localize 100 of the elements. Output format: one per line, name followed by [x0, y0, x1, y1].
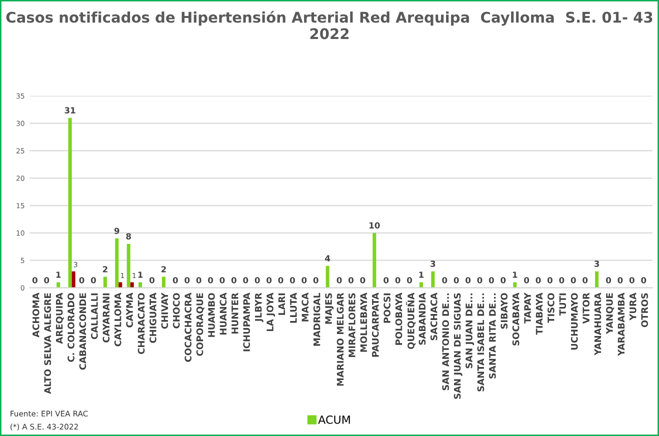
- x-tick-label: CHARACATO: [138, 293, 145, 354]
- bar: [595, 271, 599, 288]
- bar: [162, 276, 166, 288]
- x-tick-label: POCSI: [384, 293, 390, 323]
- x-tick-label: CHIGUATA: [150, 292, 156, 343]
- x-tick-label: CHOCO: [172, 293, 180, 328]
- bar: [72, 271, 76, 288]
- data-label: 0: [606, 277, 612, 284]
- x-tick-label: JLBYR: [255, 292, 264, 322]
- data-label: 3: [594, 260, 600, 267]
- x-tick-label: C. COLORADO: [68, 293, 74, 362]
- x-tick-label: YANQUE: [606, 293, 614, 334]
- x-tick-label: HUANCA: [220, 292, 227, 335]
- x-tick-label: HUNTER: [232, 292, 238, 334]
- data-label: 0: [442, 277, 448, 284]
- data-label: 31: [64, 107, 76, 114]
- data-label: 1: [419, 272, 424, 278]
- data-label: 0: [196, 277, 202, 284]
- data-label: 10: [370, 222, 380, 229]
- data-label: 0: [336, 277, 342, 284]
- data-label: 0: [629, 277, 634, 284]
- x-tick-label: YANAHUARA: [594, 292, 602, 356]
- x-tick-label: SOCABAYA: [512, 292, 520, 346]
- data-label: 0: [454, 277, 459, 284]
- x-tick-label: TISCO: [548, 293, 554, 323]
- x-tick-label: YURA: [630, 292, 636, 321]
- data-label: 2: [161, 266, 166, 272]
- bar: [103, 276, 107, 288]
- x-tick-label: SAN ANTONIO DE...: [442, 294, 450, 390]
- x-tick-label: MOLLEBAYA: [360, 292, 368, 352]
- x-tick-label: MAJES: [325, 293, 334, 324]
- data-label: 0: [149, 277, 154, 284]
- data-label: 0: [570, 277, 576, 284]
- data-label: 0: [524, 277, 530, 284]
- x-tick-label: QUEQUEÑA: [406, 292, 416, 350]
- x-tick-label: SABANDIA: [418, 292, 426, 345]
- data-label: 0: [407, 277, 412, 284]
- data-label: 0: [547, 277, 552, 284]
- data-label: 0: [641, 277, 646, 284]
- data-label: 0: [254, 277, 260, 284]
- x-tick-label: TIABAYA: [536, 292, 543, 335]
- x-tick-label: COPORAQUE: [196, 293, 204, 356]
- data-label: 0: [618, 277, 623, 284]
- data-label: 0: [290, 277, 295, 284]
- data-label: 0: [243, 277, 248, 284]
- data-label: 1: [56, 272, 61, 278]
- data-label: 0: [384, 277, 389, 284]
- x-tick-label: SIBAYO: [500, 293, 508, 329]
- bar: [126, 244, 130, 288]
- data-label: 1: [512, 272, 518, 278]
- legend-label: ACUM: [318, 415, 350, 424]
- x-tick-label: VITOR: [582, 292, 590, 324]
- data-label: 0: [488, 277, 494, 284]
- data-label: 0: [266, 277, 272, 284]
- x-tick-label: ALTO SELVA ALEGRE: [44, 293, 52, 394]
- x-tick-label: ACHOMA: [32, 292, 40, 338]
- x-tick-label: CAYLLOMA: [114, 292, 122, 346]
- x-tick-label: CAYARANI: [102, 293, 110, 342]
- x-tick-label: ICHUPAMPA: [243, 292, 250, 352]
- x-tick-label: LLUTA: [290, 292, 297, 323]
- data-label: 0: [278, 277, 284, 284]
- data-label: 0: [302, 277, 307, 284]
- data-label: 9: [114, 228, 120, 234]
- x-tick-label: CALLALLI: [91, 293, 98, 340]
- x-tick-label: PAUCARPATA: [372, 292, 379, 357]
- data-label: 0: [360, 277, 366, 284]
- x-tick-label: SAN JUAN DE...: [466, 294, 474, 368]
- x-tick-label: HUAMBO: [208, 293, 215, 337]
- x-tick-label: SACHACA: [430, 292, 438, 340]
- data-label: 0: [536, 277, 541, 284]
- data-label: 0: [90, 277, 96, 284]
- data-label: 0: [32, 277, 38, 284]
- x-tick-label: CHIVAY: [161, 292, 168, 329]
- x-tick-label: POLOBAYA: [395, 292, 402, 345]
- bar: [68, 118, 72, 288]
- x-tick-label: TUTI: [559, 293, 566, 316]
- x-tick-label: MADRIGAL: [313, 292, 320, 346]
- x-tick-label: OTROS: [641, 293, 648, 328]
- bar: [326, 266, 330, 288]
- data-label: 0: [500, 277, 506, 284]
- data-label: 0: [208, 277, 214, 284]
- data-label: 0: [348, 277, 354, 284]
- data-label: 0: [172, 277, 178, 284]
- data-label: 0: [559, 277, 564, 284]
- data-label: 8: [126, 233, 131, 240]
- x-tick-label: CABANACONDE: [79, 293, 86, 370]
- data-label: 0: [184, 277, 190, 284]
- x-tick-label: COCACHACRA: [184, 292, 192, 362]
- data-label: 0: [231, 277, 236, 284]
- x-tick-label: MIRAFLORES: [348, 293, 356, 357]
- data-label: 0: [582, 277, 588, 284]
- x-tick-label: UCHUMAYO: [570, 293, 578, 350]
- x-tick-label: LA JOYA: [266, 292, 276, 332]
- data-label: 0: [79, 277, 84, 284]
- x-tick-label: TAPAY: [524, 292, 531, 324]
- bar: [115, 238, 119, 288]
- data-label: 0: [220, 277, 225, 284]
- x-tick-label: AREQUIPA: [56, 292, 64, 344]
- x-tick-label: MARIANO MELGAR: [336, 292, 344, 386]
- data-label: 4: [325, 255, 330, 262]
